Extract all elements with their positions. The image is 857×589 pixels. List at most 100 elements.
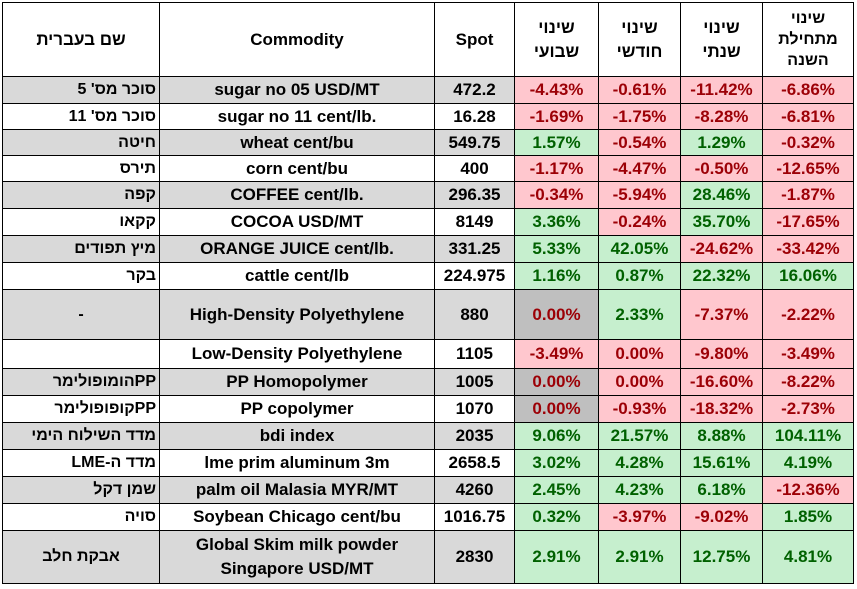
- cell-ytd-change: 1.85%: [762, 503, 854, 531]
- cell-yearly-change: 28.46%: [680, 181, 763, 209]
- cell-ytd-change: -33.42%: [762, 235, 854, 263]
- cell-commodity: High-Density Polyethylene: [159, 289, 435, 340]
- cell-yearly-change: -16.60%: [680, 368, 763, 396]
- cell-spot: 2830: [434, 530, 515, 584]
- cell-spot: 296.35: [434, 181, 515, 209]
- cell-spot: 549.75: [434, 129, 515, 156]
- cell-hebrew-name: קפה: [2, 181, 160, 209]
- cell-yearly-change: -9.80%: [680, 339, 763, 369]
- cell-spot: 472.2: [434, 76, 515, 104]
- cell-weekly-change: 1.16%: [514, 262, 599, 290]
- table-row: מדד ה-LME lme prim aluminum 3m 2658.5 3.…: [2, 449, 854, 477]
- cell-monthly-change: -0.61%: [598, 76, 681, 104]
- cell-hebrew-name: שמן דקל: [2, 476, 160, 504]
- cell-weekly-change: 0.32%: [514, 503, 599, 531]
- cell-commodity: sugar no 05 USD/MT: [159, 76, 435, 104]
- cell-hebrew-name: [2, 339, 160, 369]
- cell-ytd-change: -6.86%: [762, 76, 854, 104]
- cell-spot: 1016.75: [434, 503, 515, 531]
- cell-weekly-change: 0.00%: [514, 289, 599, 340]
- cell-hebrew-name: PPהומופולימר: [2, 368, 160, 396]
- cell-hebrew-name: מדד ה-LME: [2, 449, 160, 477]
- cell-commodity: lme prim aluminum 3m: [159, 449, 435, 477]
- cell-spot: 1005: [434, 368, 515, 396]
- cell-spot: 224.975: [434, 262, 515, 290]
- table-row: מיץ תפודים ORANGE JUICE cent/lb. 331.25 …: [2, 235, 854, 263]
- cell-weekly-change: 2.91%: [514, 530, 599, 584]
- cell-ytd-change: -8.22%: [762, 368, 854, 396]
- cell-yearly-change: 1.29%: [680, 129, 763, 156]
- cell-monthly-change: 2.91%: [598, 530, 681, 584]
- cell-monthly-change: 21.57%: [598, 422, 681, 450]
- cell-commodity: ORANGE JUICE cent/lb.: [159, 235, 435, 263]
- table-row: חיטה wheat cent/bu 549.75 1.57% -0.54% 1…: [2, 129, 854, 156]
- cell-weekly-change: -1.69%: [514, 103, 599, 130]
- table-row: Low-Density Polyethylene 1105 -3.49% 0.0…: [2, 339, 854, 369]
- cell-yearly-change: -0.50%: [680, 155, 763, 182]
- cell-commodity: cattle cent/lb: [159, 262, 435, 290]
- cell-monthly-change: -0.24%: [598, 208, 681, 236]
- table-row: בקר cattle cent/lb 224.975 1.16% 0.87% 2…: [2, 262, 854, 290]
- cell-hebrew-name: סויה: [2, 503, 160, 531]
- cell-spot: 16.28: [434, 103, 515, 130]
- cell-monthly-change: 0.00%: [598, 368, 681, 396]
- cell-monthly-change: 2.33%: [598, 289, 681, 340]
- cell-yearly-change: -9.02%: [680, 503, 763, 531]
- cell-yearly-change: 8.88%: [680, 422, 763, 450]
- table-row: קקאו COCOA USD/MT 8149 3.36% -0.24% 35.7…: [2, 208, 854, 236]
- cell-hebrew-name: מדד השילוח הימי: [2, 422, 160, 450]
- cell-monthly-change: 0.87%: [598, 262, 681, 290]
- cell-ytd-change: -12.36%: [762, 476, 854, 504]
- cell-hebrew-name: בקר: [2, 262, 160, 290]
- cell-weekly-change: -1.17%: [514, 155, 599, 182]
- cell-ytd-change: 104.11%: [762, 422, 854, 450]
- cell-ytd-change: -1.87%: [762, 181, 854, 209]
- table-row: תירס corn cent/bu 400 -1.17% -4.47% -0.5…: [2, 155, 854, 182]
- cell-monthly-change: -4.47%: [598, 155, 681, 182]
- cell-ytd-change: -6.81%: [762, 103, 854, 130]
- cell-hebrew-name: קקאו: [2, 208, 160, 236]
- header-spot: Spot: [434, 2, 515, 77]
- table-row: סויה Soybean Chicago cent/bu 1016.75 0.3…: [2, 503, 854, 531]
- cell-ytd-change: -17.65%: [762, 208, 854, 236]
- cell-weekly-change: 0.00%: [514, 395, 599, 423]
- cell-yearly-change: -11.42%: [680, 76, 763, 104]
- cell-weekly-change: 1.57%: [514, 129, 599, 156]
- cell-ytd-change: 4.81%: [762, 530, 854, 584]
- cell-monthly-change: -0.93%: [598, 395, 681, 423]
- table-row: אבקת חלב Global Skim milk powder Singapo…: [2, 530, 854, 584]
- header-hebrew-name: שם בעברית: [2, 2, 160, 77]
- cell-ytd-change: -2.22%: [762, 289, 854, 340]
- cell-spot: 880: [434, 289, 515, 340]
- cell-commodity: PP copolymer: [159, 395, 435, 423]
- cell-hebrew-name: -: [2, 289, 160, 340]
- cell-weekly-change: 3.36%: [514, 208, 599, 236]
- cell-commodity: Low-Density Polyethylene: [159, 339, 435, 369]
- cell-ytd-change: -12.65%: [762, 155, 854, 182]
- cell-hebrew-name: סוכר מס' 11: [2, 103, 160, 130]
- cell-monthly-change: 42.05%: [598, 235, 681, 263]
- cell-ytd-change: 16.06%: [762, 262, 854, 290]
- cell-weekly-change: 3.02%: [514, 449, 599, 477]
- cell-yearly-change: -7.37%: [680, 289, 763, 340]
- cell-monthly-change: -0.54%: [598, 129, 681, 156]
- cell-hebrew-name: סוכר מס' 5: [2, 76, 160, 104]
- table-row: סוכר מס' 11 sugar no 11 cent/lb. 16.28 -…: [2, 103, 854, 130]
- cell-yearly-change: 12.75%: [680, 530, 763, 584]
- table-row: - High-Density Polyethylene 880 0.00% 2.…: [2, 289, 854, 340]
- cell-spot: 8149: [434, 208, 515, 236]
- cell-weekly-change: -4.43%: [514, 76, 599, 104]
- cell-hebrew-name: PPקופופולימר: [2, 395, 160, 423]
- cell-yearly-change: -24.62%: [680, 235, 763, 263]
- cell-weekly-change: 0.00%: [514, 368, 599, 396]
- table-row: PPקופופולימר PP copolymer 1070 0.00% -0.…: [2, 395, 854, 423]
- cell-spot: 4260: [434, 476, 515, 504]
- table-row: שמן דקל palm oil Malasia MYR/MT 4260 2.4…: [2, 476, 854, 504]
- table-row: PPהומופולימר PP Homopolymer 1005 0.00% 0…: [2, 368, 854, 396]
- cell-weekly-change: 9.06%: [514, 422, 599, 450]
- cell-monthly-change: -3.97%: [598, 503, 681, 531]
- cell-commodity: palm oil Malasia MYR/MT: [159, 476, 435, 504]
- cell-spot: 400: [434, 155, 515, 182]
- cell-commodity: wheat cent/bu: [159, 129, 435, 156]
- cell-commodity: PP Homopolymer: [159, 368, 435, 396]
